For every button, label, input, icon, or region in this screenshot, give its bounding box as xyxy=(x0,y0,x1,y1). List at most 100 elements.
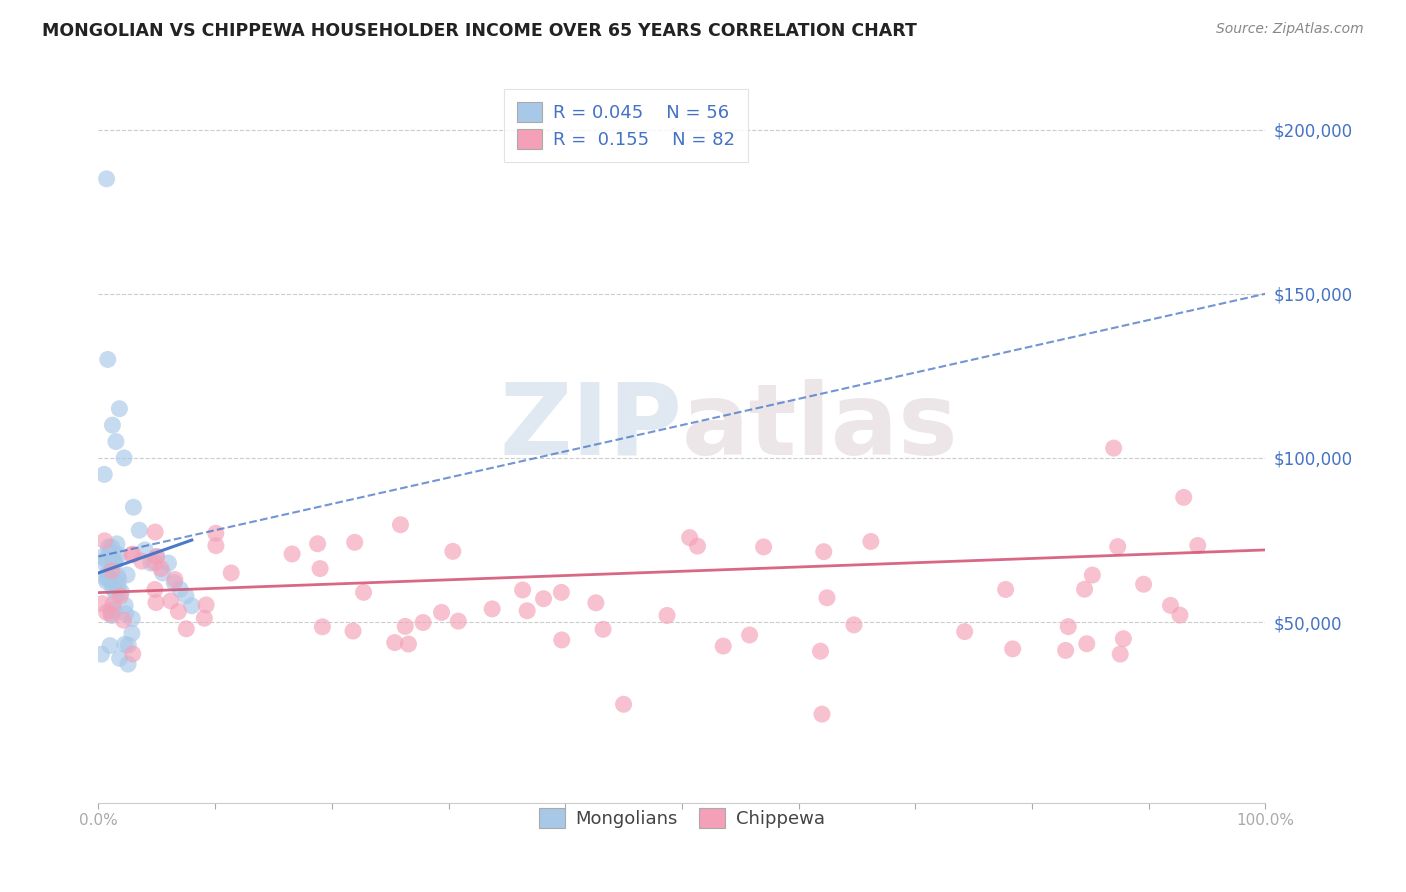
Point xyxy=(516,604,538,618)
Point xyxy=(96,567,118,582)
Point xyxy=(815,591,838,605)
Point xyxy=(394,619,416,633)
Point xyxy=(100,573,122,587)
Point xyxy=(101,418,124,433)
Point xyxy=(159,594,181,608)
Point xyxy=(204,526,226,541)
Point xyxy=(117,638,139,652)
Text: ZIP: ZIP xyxy=(499,378,682,475)
Point xyxy=(96,574,118,589)
Point xyxy=(481,602,503,616)
Point xyxy=(169,582,191,597)
Point xyxy=(550,585,572,599)
Point xyxy=(90,647,112,661)
Point xyxy=(101,582,124,596)
Point xyxy=(343,535,366,549)
Point xyxy=(101,598,124,612)
Point xyxy=(115,568,138,582)
Point xyxy=(1173,491,1195,505)
Point xyxy=(146,549,169,564)
Point xyxy=(1168,608,1191,623)
Point xyxy=(145,549,167,564)
Point xyxy=(101,554,124,568)
Point xyxy=(104,552,127,566)
Point xyxy=(163,575,186,590)
Point xyxy=(163,573,186,587)
Point xyxy=(551,632,574,647)
Point xyxy=(98,639,121,653)
Point xyxy=(143,556,166,570)
Point xyxy=(152,566,174,580)
Point xyxy=(180,599,202,613)
Point xyxy=(1187,539,1209,553)
Point xyxy=(1057,620,1080,634)
Point xyxy=(195,598,218,612)
Point xyxy=(398,637,420,651)
Point xyxy=(174,589,197,603)
Point xyxy=(112,613,135,627)
Point xyxy=(167,604,190,618)
Point xyxy=(114,637,136,651)
Point xyxy=(193,611,215,625)
Point xyxy=(91,549,114,564)
Point xyxy=(93,533,115,548)
Point xyxy=(101,608,124,623)
Point xyxy=(100,545,122,559)
Point xyxy=(96,171,118,186)
Point xyxy=(121,547,143,561)
Point xyxy=(143,582,166,597)
Point xyxy=(811,707,834,722)
Point xyxy=(96,605,118,619)
Point xyxy=(104,556,127,570)
Point xyxy=(441,544,464,558)
Point xyxy=(107,581,129,595)
Point xyxy=(309,561,332,575)
Point xyxy=(810,644,832,658)
Point xyxy=(105,588,128,602)
Point xyxy=(1160,599,1182,613)
Point xyxy=(103,603,125,617)
Point xyxy=(953,624,976,639)
Point xyxy=(447,614,470,628)
Point xyxy=(752,540,775,554)
Point xyxy=(100,604,122,618)
Point xyxy=(110,585,132,599)
Point xyxy=(97,571,120,585)
Point xyxy=(585,596,607,610)
Point xyxy=(131,554,153,568)
Point xyxy=(512,582,534,597)
Point xyxy=(93,467,115,482)
Point xyxy=(613,698,636,712)
Point xyxy=(101,554,124,568)
Point xyxy=(128,523,150,537)
Point xyxy=(219,566,242,580)
Point xyxy=(114,599,136,613)
Text: Source: ZipAtlas.com: Source: ZipAtlas.com xyxy=(1216,22,1364,37)
Point xyxy=(813,544,835,558)
Point xyxy=(711,639,734,653)
Point xyxy=(145,596,167,610)
Point xyxy=(117,657,139,672)
Point xyxy=(101,540,124,554)
Point xyxy=(149,561,172,575)
Point xyxy=(1073,582,1095,597)
Point xyxy=(592,622,614,636)
Point xyxy=(97,540,120,554)
Point xyxy=(101,576,124,591)
Point xyxy=(342,624,364,638)
Point xyxy=(139,556,162,570)
Point xyxy=(859,534,882,549)
Point xyxy=(94,552,117,566)
Point xyxy=(157,556,180,570)
Point xyxy=(533,591,555,606)
Point xyxy=(1076,637,1098,651)
Point xyxy=(107,569,129,583)
Point xyxy=(134,542,156,557)
Point xyxy=(1132,577,1154,591)
Point xyxy=(1107,540,1129,554)
Point xyxy=(91,597,114,611)
Point xyxy=(100,564,122,578)
Text: MONGOLIAN VS CHIPPEWA HOUSEHOLDER INCOME OVER 65 YEARS CORRELATION CHART: MONGOLIAN VS CHIPPEWA HOUSEHOLDER INCOME… xyxy=(42,22,917,40)
Point xyxy=(1112,632,1135,646)
Point xyxy=(122,500,145,515)
